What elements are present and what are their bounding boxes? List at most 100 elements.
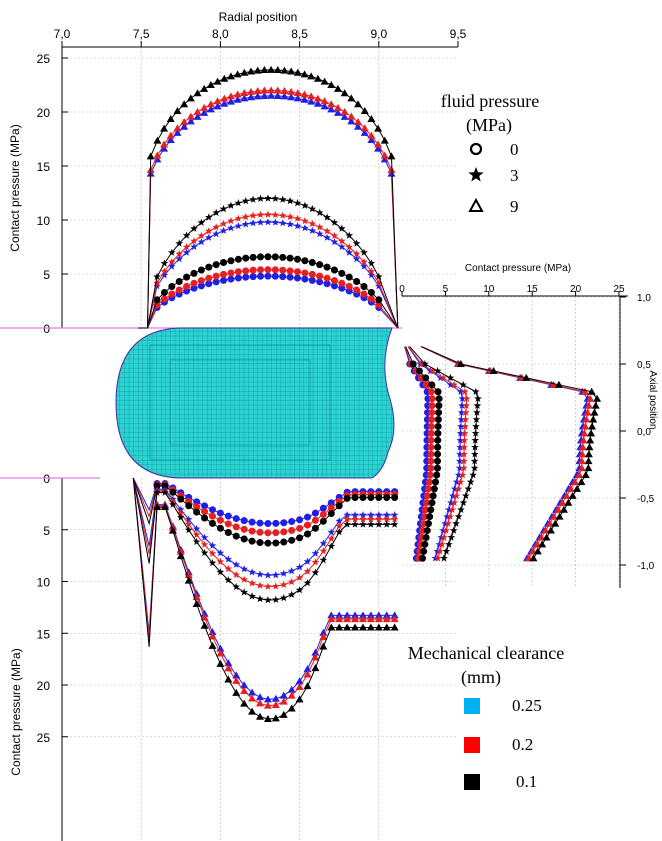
circle-marker [197, 277, 205, 285]
circle-marker [345, 273, 353, 281]
right-series-fp3-c0.25 [407, 346, 467, 562]
star-marker [456, 457, 464, 465]
right-y-tick-label: 0,5 [637, 360, 651, 371]
triangle-marker [319, 633, 328, 641]
upper-series-line [138, 221, 399, 329]
lower-y-tick-label: 0 [43, 472, 50, 486]
star-marker [441, 519, 449, 527]
top-x-tick-label: 8,0 [212, 27, 229, 41]
star-marker [382, 515, 391, 523]
triangle-marker [166, 136, 175, 144]
star-marker [456, 387, 465, 395]
star-marker [241, 197, 250, 205]
legend-circle-marker [469, 142, 483, 156]
upper-series-fp9-c0.1 [138, 65, 399, 329]
lower-y-axis-label: Contact pressure (MPa) [9, 648, 23, 775]
triangle-marker [220, 99, 229, 107]
circle-marker [434, 388, 442, 396]
circle-marker [175, 277, 183, 285]
star-marker [462, 394, 471, 402]
circle-marker [435, 409, 443, 417]
circle-marker [433, 471, 441, 479]
star-marker [264, 210, 272, 218]
upper-series-line [138, 269, 399, 329]
circle-marker [280, 538, 288, 546]
star-marker [271, 210, 280, 219]
star-marker [457, 422, 465, 430]
triangle-marker [340, 107, 349, 115]
triangle-marker [260, 86, 269, 94]
star-marker [264, 218, 272, 226]
circle-marker [212, 278, 220, 286]
triangle-marker [586, 394, 595, 402]
triangle-marker [584, 464, 593, 472]
triangle-marker [580, 387, 589, 395]
star-marker [308, 204, 317, 213]
circle-marker [175, 286, 183, 294]
triangle-marker [580, 429, 589, 437]
star-marker [440, 533, 448, 541]
top-x-tick-label: 8,5 [291, 27, 308, 41]
circle-marker [272, 539, 280, 547]
right-x-tick-label: 10 [483, 284, 495, 295]
triangle-marker [287, 704, 296, 712]
triangle-marker [153, 502, 162, 510]
triangle-marker [208, 632, 217, 640]
triangle-marker [232, 688, 241, 696]
lower-series-fp0-c0.1 [132, 477, 399, 547]
star-marker [445, 540, 453, 548]
star-marker [153, 272, 161, 280]
triangle-marker [279, 691, 288, 699]
star-marker [439, 526, 447, 534]
triangle-marker [590, 408, 599, 416]
star-marker [177, 505, 185, 513]
circle-marker [193, 508, 201, 516]
star-marker [351, 520, 359, 528]
star-marker [205, 227, 213, 235]
star-marker [471, 436, 480, 444]
right-x-tick-label: 25 [613, 284, 625, 295]
circle-marker [205, 274, 213, 282]
circle-marker [422, 533, 430, 541]
star-marker [330, 237, 339, 246]
star-marker [367, 267, 376, 275]
upper-series-fp3-c0.1 [138, 194, 399, 329]
triangle-marker [287, 87, 296, 95]
triangle-marker [160, 502, 169, 510]
circle-marker [234, 274, 242, 282]
circle-marker [428, 402, 436, 410]
star-marker [455, 464, 464, 472]
triangle-marker [176, 547, 185, 555]
circle-marker [296, 524, 304, 532]
star-marker [256, 581, 264, 589]
star-marker [212, 208, 220, 216]
triangle-marker [577, 457, 586, 465]
triangle-marker [584, 457, 593, 465]
star-marker [278, 195, 287, 203]
circle-marker [280, 519, 288, 527]
triangle-marker [166, 115, 175, 123]
triangle-marker [263, 695, 272, 703]
circle-marker [343, 494, 351, 502]
triangle-marker [584, 401, 593, 409]
triangle-marker [224, 675, 233, 683]
circle-marker [415, 367, 423, 375]
triangle-marker [220, 74, 229, 82]
triangle-marker [382, 611, 391, 619]
triangle-marker [280, 92, 289, 100]
star-marker [208, 549, 217, 557]
star-marker [212, 229, 220, 238]
star-marker [169, 500, 177, 508]
triangle-marker [354, 122, 363, 130]
triangle-marker [287, 93, 296, 101]
star-marker [200, 533, 209, 541]
triangle-marker [271, 714, 280, 722]
star-marker [352, 239, 361, 247]
triangle-marker [327, 80, 336, 88]
triangle-marker [208, 641, 217, 649]
legend-fluid: fluid pressure (MPa) 0 3 9 [441, 91, 539, 216]
star-marker [447, 498, 455, 506]
legend-clearance-title-1: Mechanical clearance [408, 643, 564, 663]
triangle-marker [311, 653, 320, 661]
circle-marker [242, 254, 250, 262]
